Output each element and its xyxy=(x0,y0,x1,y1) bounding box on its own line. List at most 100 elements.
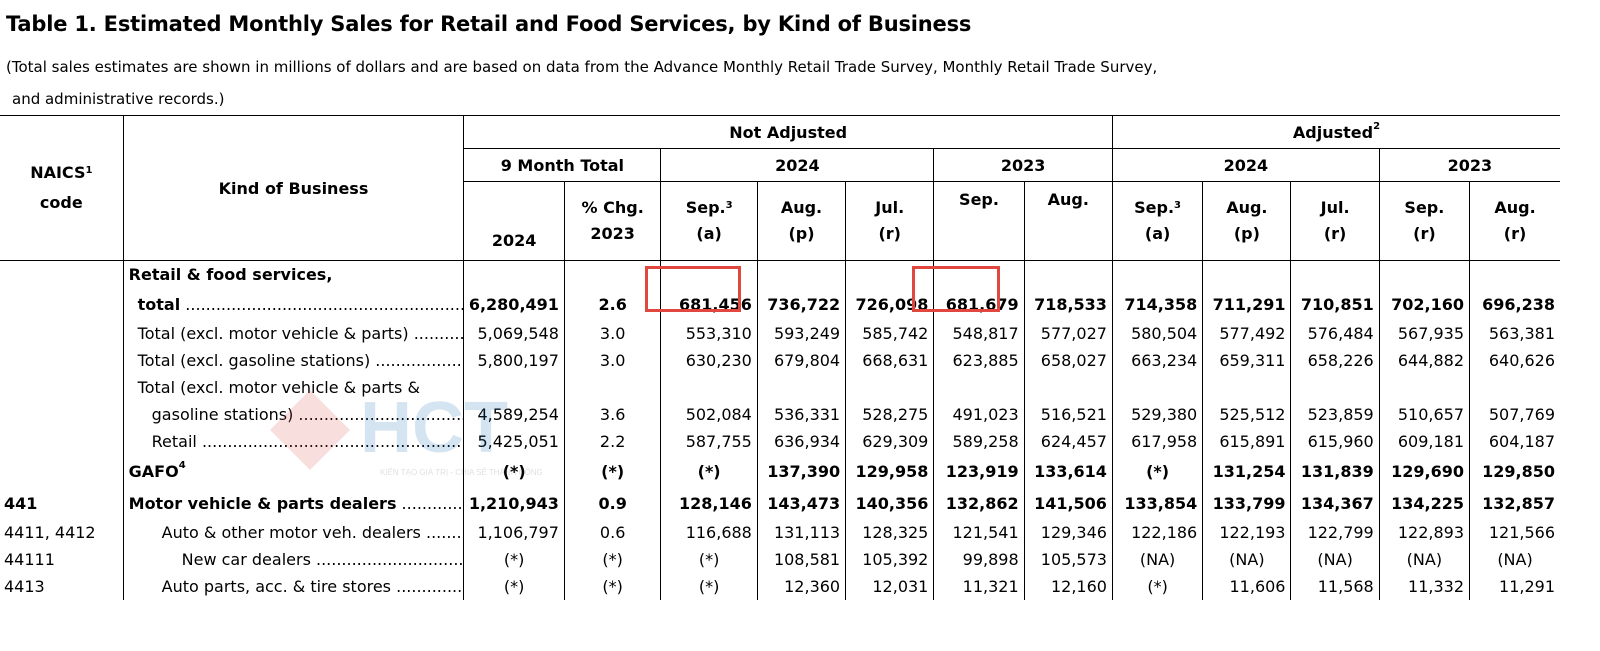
not-adjusted-header: Not Adjusted xyxy=(463,115,1113,149)
kind-label: total xyxy=(138,295,463,314)
adjusted-2024-header: 2024 xyxy=(1112,148,1380,182)
value-cell: 123,919 xyxy=(933,455,1025,487)
value-cell: 134,367 xyxy=(1290,487,1380,519)
value-cell: 623,885 xyxy=(933,347,1025,374)
col-ad-sep-2024: Sep.3 (a) xyxy=(1112,181,1204,261)
value-cell: 629,309 xyxy=(845,428,935,455)
highlight-box-sep-2024 xyxy=(645,266,741,312)
value-cell xyxy=(1470,261,1560,289)
value-cell: 132,857 xyxy=(1482,493,1555,513)
not-adjusted-2024-header: 2024 xyxy=(660,148,935,182)
value-cell: 702,160 xyxy=(1379,288,1471,320)
naics-code-cell xyxy=(0,347,124,374)
value-cell: (NA) xyxy=(1497,550,1533,569)
value-cell: (*) xyxy=(1112,455,1204,487)
kind-of-business-cell: Auto parts, acc. & tire stores xyxy=(123,573,465,600)
value-cell: 658,027 xyxy=(1024,347,1113,374)
naics-code-cell xyxy=(0,288,124,320)
value-cell: 143,473 xyxy=(757,487,847,519)
table-row: Retail5,425,0512.2587,755636,934629,3095… xyxy=(0,428,1560,455)
naics-code-cell xyxy=(0,455,124,487)
value-cell: 528,275 xyxy=(845,401,935,428)
value-cell: 577,027 xyxy=(1024,320,1113,347)
value-cell: 696,238 xyxy=(1482,294,1555,314)
col-na-aug-2023: Aug. xyxy=(1024,181,1113,261)
kind-of-business-cell: gasoline stations) xyxy=(123,401,465,428)
value-cell: 122,193 xyxy=(1202,519,1292,546)
kind-of-business-cell: Auto & other motor veh. dealers xyxy=(123,519,465,546)
nine-month-total-header: 9 Month Total xyxy=(463,148,662,182)
col-ad-aug-2024: Aug. (p) xyxy=(1202,181,1292,261)
value-cell: (*) xyxy=(463,573,565,600)
value-cell: 736,722 xyxy=(757,288,847,320)
value-cell: 679,804 xyxy=(757,347,847,374)
value-cell: 2.2 xyxy=(564,428,662,455)
kind-label: Retail xyxy=(152,432,463,451)
value-cell: 128,146 xyxy=(660,487,758,519)
value-cell: 711,291 xyxy=(1202,288,1292,320)
value-cell xyxy=(933,260,1025,288)
value-cell: 131,113 xyxy=(757,519,847,546)
kind-label: Total (excl. motor vehicle & parts & xyxy=(137,378,420,397)
col-na-sep-2023: Sep. xyxy=(933,181,1025,261)
kind-of-business-header: Kind of Business xyxy=(123,115,465,261)
kind-label: Retail & food services, xyxy=(128,265,333,284)
value-cell: 3.6 xyxy=(564,401,662,428)
kind-of-business-cell: GAFO4 xyxy=(123,455,465,487)
value-cell: 129,958 xyxy=(845,455,935,487)
value-cell xyxy=(1379,260,1471,288)
table-row: Total (excl. gasoline stations)5,800,197… xyxy=(0,347,1560,374)
value-cell: 11,321 xyxy=(933,573,1025,600)
value-cell: 122,799 xyxy=(1290,519,1380,546)
value-cell: (NA) xyxy=(1202,546,1292,573)
kind-label: New car dealers xyxy=(182,550,463,569)
value-cell: (*) xyxy=(660,573,758,600)
value-cell: 593,249 xyxy=(757,320,847,347)
value-cell: 507,769 xyxy=(1488,405,1555,424)
naics-code-cell: 4413 xyxy=(0,573,124,600)
kind-of-business-cell: Total (excl. motor vehicle & parts & xyxy=(123,374,465,401)
value-cell: 129,690 xyxy=(1379,455,1471,487)
col-na-jul-2024: Jul. (r) xyxy=(845,181,935,261)
kind-of-business-cell: New car dealers xyxy=(123,546,465,573)
value-cell: 122,186 xyxy=(1112,519,1204,546)
value-cell: 6,280,491 xyxy=(463,288,565,320)
value-cell: 710,851 xyxy=(1290,288,1380,320)
value-cell: 11,606 xyxy=(1202,573,1292,600)
value-cell: 1,106,797 xyxy=(463,519,565,546)
value-cell: 510,657 xyxy=(1379,401,1471,428)
naics-code-cell: 4411, 4412 xyxy=(0,519,124,546)
value-cell: 576,484 xyxy=(1290,320,1380,347)
kind-label: GAFO xyxy=(128,461,179,481)
kind-label: Total (excl. gasoline stations) xyxy=(138,351,463,370)
value-cell: 0.9 xyxy=(564,487,662,519)
table-title: Table 1. Estimated Monthly Sales for Ret… xyxy=(6,12,972,36)
sales-table: NAICS1 code Kind of Business Not Adjusted… xyxy=(0,115,1560,600)
naics-code-cell xyxy=(0,374,124,401)
value-cell: 12,360 xyxy=(757,573,847,600)
value-cell: 140,356 xyxy=(845,487,935,519)
kind-label: Total (excl. motor vehicle & parts) xyxy=(138,324,463,343)
naics-code-cell xyxy=(0,320,124,347)
value-cell: 5,425,051 xyxy=(463,428,565,455)
value-cell: 116,688 xyxy=(660,519,758,546)
value-cell: 122,893 xyxy=(1379,519,1471,546)
value-cell: 105,392 xyxy=(845,546,935,573)
value-cell: 1,210,943 xyxy=(463,487,565,519)
col-pct-change: % Chg. 2023 xyxy=(564,181,662,261)
value-cell: (*) xyxy=(564,573,662,600)
col-ad-jul-2024: Jul. (r) xyxy=(1290,181,1380,261)
value-cell: 12,160 xyxy=(1024,573,1113,600)
value-cell: 640,626 xyxy=(1488,351,1555,370)
kind-of-business-cell: Retail xyxy=(123,428,465,455)
value-cell: 658,226 xyxy=(1290,347,1380,374)
value-cell: (*) xyxy=(660,455,758,487)
col-nine-month-2024: 2024 xyxy=(463,181,565,261)
value-cell: 663,234 xyxy=(1112,347,1204,374)
naics-code-cell xyxy=(0,401,124,428)
value-cell: 133,799 xyxy=(1202,487,1292,519)
value-cell xyxy=(564,374,662,401)
value-cell: 134,225 xyxy=(1379,487,1471,519)
